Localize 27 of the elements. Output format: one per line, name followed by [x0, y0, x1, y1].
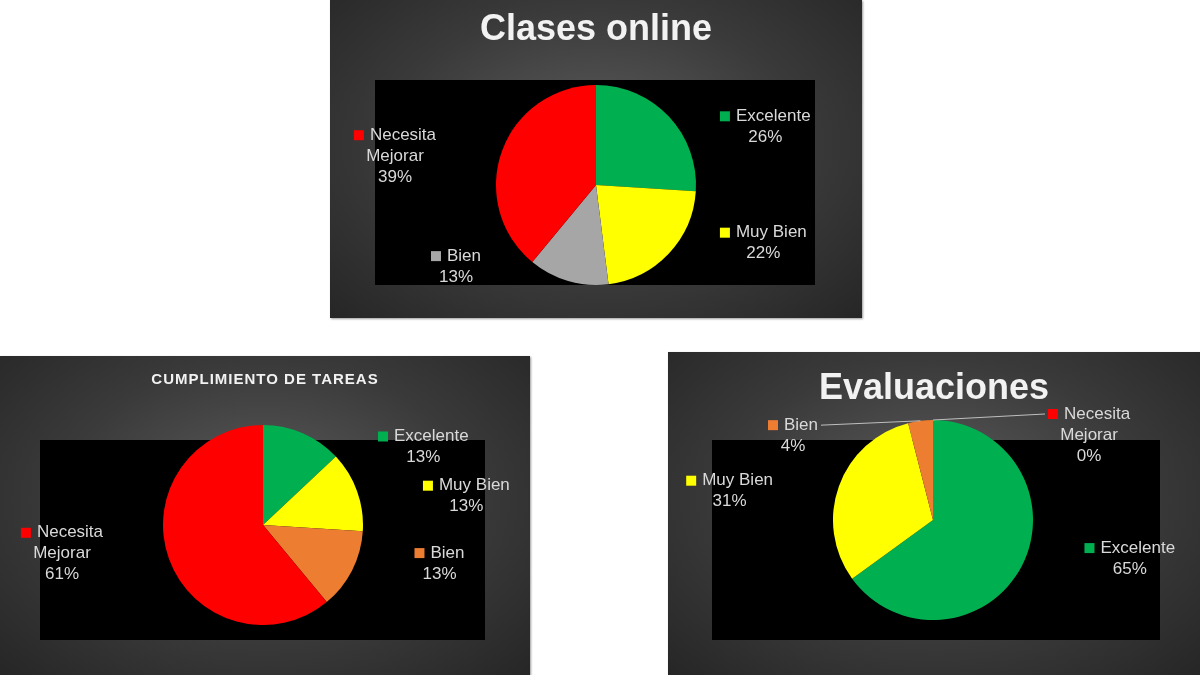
data-label: 13%: [449, 496, 484, 516]
text: CUMPLIMIENTO DE TAREAS: [151, 370, 379, 388]
text: 0%: [1076, 445, 1102, 465]
data-label: 4%: [780, 435, 806, 455]
legend-label: Excelente: [394, 426, 469, 446]
data-label: 13%: [422, 563, 457, 583]
chart-title: Clases online: [479, 7, 713, 49]
data-label: 26%: [748, 127, 783, 146]
data-label: 13%: [406, 447, 441, 467]
data-label: 22%: [746, 243, 781, 263]
legend-label: Bien: [446, 245, 482, 265]
data-label: 31%: [712, 491, 747, 511]
legend-label: Muy Bien: [702, 470, 774, 490]
legend-label: Muy Bien: [438, 475, 510, 495]
data-label: 61%: [44, 564, 79, 584]
data-label: 39%: [377, 166, 412, 186]
legend-label: Necesita Mejorar: [366, 124, 437, 165]
legend-label: Excelente: [1100, 537, 1176, 557]
legend-label: Excelente: [735, 106, 811, 125]
legend-label: Necesita Mejorar: [1060, 403, 1131, 444]
chart-title: Evaluaciones: [818, 366, 1050, 408]
legend-label: Bien: [430, 542, 465, 562]
data-label: 65%: [1112, 558, 1147, 578]
legend-label: Bien: [783, 414, 819, 434]
legend-label: Necesita Mejorar: [33, 522, 104, 563]
data-label: 13%: [438, 266, 474, 286]
legend-label: Muy Bien: [735, 222, 807, 242]
